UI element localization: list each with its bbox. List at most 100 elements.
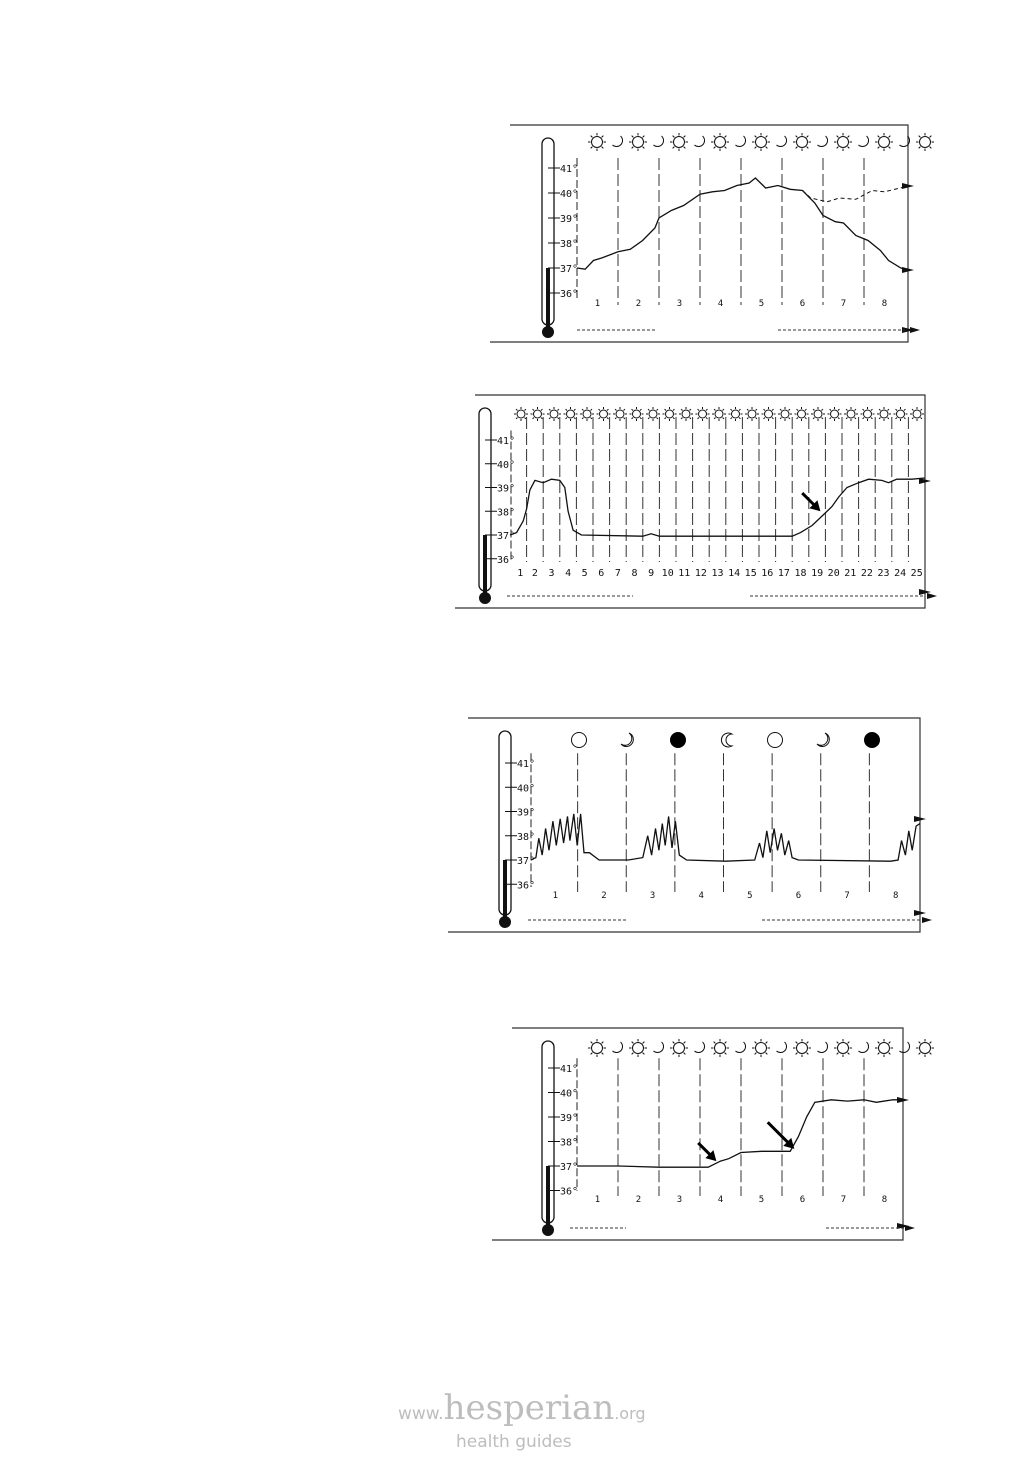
thermometer-mercury	[546, 268, 550, 330]
sun-ray	[730, 417, 733, 420]
sun-ray	[845, 417, 848, 420]
sun-ray	[606, 417, 609, 420]
sun-ray	[918, 1052, 921, 1055]
sun-disc	[533, 409, 542, 419]
arrow-right-icon	[910, 327, 920, 333]
sun-ray	[672, 1052, 675, 1055]
sun-ray	[598, 408, 601, 411]
sun-disc	[681, 409, 691, 419]
day-label: 8	[882, 299, 887, 309]
y-tick-label: 39°	[560, 214, 578, 225]
sun-icon	[629, 1039, 647, 1057]
sun-ray	[877, 1041, 880, 1044]
sun-ray	[697, 417, 700, 420]
y-tick-label: 39°	[517, 808, 535, 819]
sun-disc	[780, 409, 790, 419]
sun-ray	[631, 408, 634, 411]
sun-ray	[515, 417, 518, 420]
sun-ray	[540, 417, 543, 420]
arrow-right-icon	[902, 183, 914, 189]
moon-icon	[735, 1041, 746, 1053]
sun-ray	[642, 135, 645, 138]
thermometer-icon	[541, 1040, 555, 1224]
day-label: 23	[877, 568, 889, 579]
sun-disc	[912, 409, 922, 419]
new-moon-icon	[864, 732, 880, 748]
sun-ray	[656, 408, 659, 411]
arrow-right-icon	[922, 917, 932, 923]
sun-ray	[887, 408, 890, 411]
thermometer-bulb	[542, 1224, 554, 1236]
sun-ray	[606, 408, 609, 411]
sun-ray	[664, 408, 667, 411]
sun-icon	[916, 133, 934, 151]
sun-disc	[919, 1042, 931, 1054]
day-label: 2	[532, 568, 538, 579]
y-tick-label: 40°	[560, 189, 578, 200]
chart-frame	[490, 124, 909, 343]
sun-ray	[920, 417, 923, 420]
day-label: 4	[718, 1195, 723, 1205]
sun-disc	[516, 409, 526, 419]
sun-icon	[629, 407, 644, 421]
sun-ray	[642, 1052, 645, 1055]
sun-ray	[887, 417, 890, 420]
sun-ray	[672, 146, 675, 149]
day-label: 21	[844, 568, 856, 579]
arrow-right-icon	[919, 478, 931, 484]
sun-ray	[870, 408, 873, 411]
y-tick-label: 37°	[560, 264, 578, 275]
sun-icon	[793, 133, 811, 151]
sun-disc	[615, 409, 625, 419]
sun-ray	[631, 135, 634, 138]
sun-ray	[870, 417, 873, 420]
sun-ray	[724, 1052, 727, 1055]
waning-crescent-icon	[720, 732, 734, 748]
sun-ray	[765, 1041, 768, 1044]
sun-icon	[752, 133, 770, 151]
sun-ray	[680, 408, 683, 411]
sun-ray	[722, 408, 725, 411]
sun-ray	[854, 408, 857, 411]
sun-disc	[591, 136, 603, 148]
sun-icon	[670, 1039, 688, 1057]
sun-ray	[836, 1052, 839, 1055]
arrow-right-icon	[914, 816, 926, 822]
sun-icon	[875, 1039, 893, 1057]
sun-disc	[648, 409, 658, 419]
day-label: 24	[894, 568, 906, 579]
sun-icon	[679, 407, 693, 421]
y-tick-label: 39°	[497, 484, 515, 495]
arrow-right-icon	[914, 910, 926, 916]
sun-ray	[888, 146, 891, 149]
moon-icon	[612, 1041, 623, 1053]
day-label: 1	[595, 1195, 600, 1205]
moon-icon	[735, 135, 746, 147]
day-label: 25	[911, 568, 923, 579]
sun-ray	[779, 408, 782, 411]
sun-icon	[596, 407, 611, 421]
sun-icon	[547, 407, 561, 421]
day-label: 7	[844, 891, 849, 901]
sun-ray	[683, 1041, 686, 1044]
day-label: 5	[747, 891, 752, 901]
day-label: 2	[636, 299, 641, 309]
moon-icon	[899, 1041, 910, 1053]
sun-ray	[746, 408, 749, 411]
sun-icon	[613, 407, 627, 421]
y-tick-label: 38°	[517, 832, 535, 843]
sun-icon	[670, 133, 688, 151]
sun-ray	[515, 408, 518, 411]
sun-disc	[673, 136, 685, 148]
sun-ray	[590, 135, 593, 138]
day-label: 4	[698, 891, 703, 901]
sun-ray	[672, 1041, 675, 1044]
sun-ray	[713, 135, 716, 138]
sun-ray	[829, 417, 832, 420]
sun-ray	[639, 417, 642, 420]
thermometer-bulb	[542, 326, 554, 338]
sun-ray	[590, 417, 593, 420]
day-label: 1	[553, 891, 558, 901]
y-tick-label: 41°	[560, 1064, 578, 1075]
